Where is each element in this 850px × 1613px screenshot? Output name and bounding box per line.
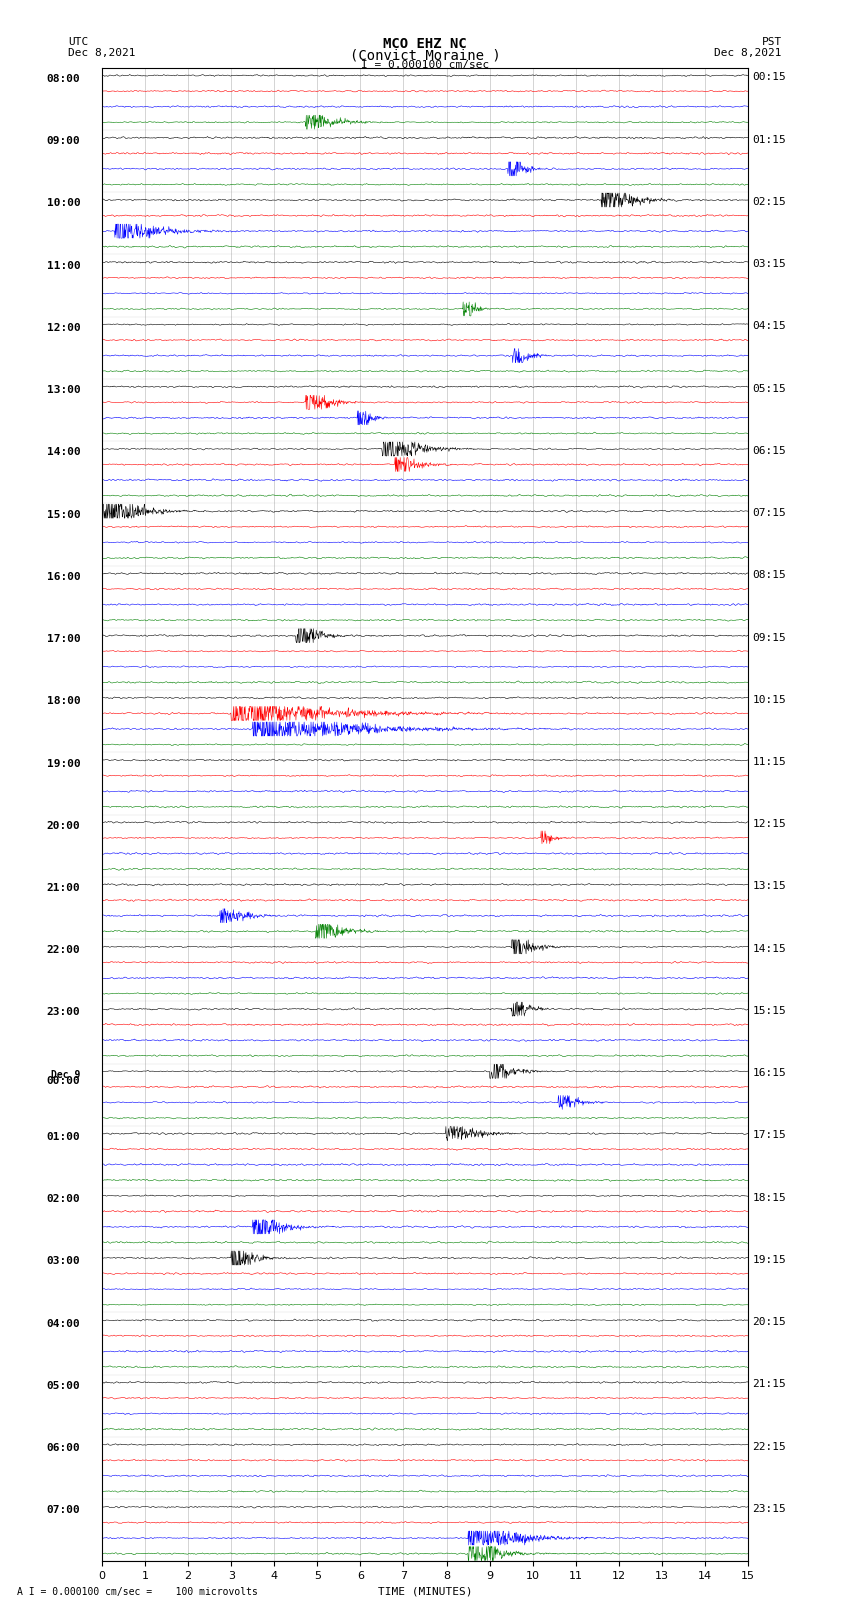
Text: 03:00: 03:00: [47, 1257, 81, 1266]
Text: 03:15: 03:15: [752, 260, 786, 269]
Text: 01:00: 01:00: [47, 1132, 81, 1142]
Text: 23:00: 23:00: [47, 1008, 81, 1018]
Text: 09:15: 09:15: [752, 632, 786, 642]
Text: Dec 8,2021: Dec 8,2021: [68, 48, 135, 58]
Text: 11:15: 11:15: [752, 756, 786, 768]
Text: 09:00: 09:00: [47, 135, 81, 147]
Text: 04:00: 04:00: [47, 1319, 81, 1329]
Text: 23:15: 23:15: [752, 1503, 786, 1515]
Text: 06:15: 06:15: [752, 445, 786, 456]
Text: 08:00: 08:00: [47, 74, 81, 84]
Text: 00:15: 00:15: [752, 73, 786, 82]
Text: 06:00: 06:00: [47, 1444, 81, 1453]
Text: 17:15: 17:15: [752, 1131, 786, 1140]
Text: 17:00: 17:00: [47, 634, 81, 644]
Text: 19:15: 19:15: [752, 1255, 786, 1265]
Text: 04:15: 04:15: [752, 321, 786, 331]
Text: Dec 9: Dec 9: [51, 1069, 81, 1079]
Text: 20:00: 20:00: [47, 821, 81, 831]
Text: 15:00: 15:00: [47, 510, 81, 519]
Text: 02:00: 02:00: [47, 1194, 81, 1205]
Text: 13:00: 13:00: [47, 386, 81, 395]
Text: 05:15: 05:15: [752, 384, 786, 394]
Text: 02:15: 02:15: [752, 197, 786, 206]
X-axis label: TIME (MINUTES): TIME (MINUTES): [377, 1587, 473, 1597]
Text: 16:00: 16:00: [47, 573, 81, 582]
Text: I = 0.000100 cm/sec: I = 0.000100 cm/sec: [361, 60, 489, 69]
Text: 15:15: 15:15: [752, 1007, 786, 1016]
Text: 07:15: 07:15: [752, 508, 786, 518]
Text: 10:00: 10:00: [47, 198, 81, 208]
Text: 21:15: 21:15: [752, 1379, 786, 1389]
Text: 05:00: 05:00: [47, 1381, 81, 1390]
Text: 22:00: 22:00: [47, 945, 81, 955]
Text: 13:15: 13:15: [752, 881, 786, 892]
Text: UTC: UTC: [68, 37, 88, 47]
Text: Dec 8,2021: Dec 8,2021: [715, 48, 782, 58]
Text: 01:15: 01:15: [752, 134, 786, 145]
Text: 16:15: 16:15: [752, 1068, 786, 1077]
Text: (Convict Moraine ): (Convict Moraine ): [349, 48, 501, 63]
Text: 12:00: 12:00: [47, 323, 81, 332]
Text: 07:00: 07:00: [47, 1505, 81, 1515]
Text: 12:15: 12:15: [752, 819, 786, 829]
Text: 22:15: 22:15: [752, 1442, 786, 1452]
Text: 00:00: 00:00: [47, 1076, 81, 1086]
Text: 20:15: 20:15: [752, 1318, 786, 1327]
Text: MCO EHZ NC: MCO EHZ NC: [383, 37, 467, 52]
Text: 11:00: 11:00: [47, 261, 81, 271]
Text: 10:15: 10:15: [752, 695, 786, 705]
Text: PST: PST: [762, 37, 782, 47]
Text: 19:00: 19:00: [47, 758, 81, 768]
Text: 18:00: 18:00: [47, 697, 81, 706]
Text: 18:15: 18:15: [752, 1192, 786, 1203]
Text: 14:15: 14:15: [752, 944, 786, 953]
Text: 08:15: 08:15: [752, 571, 786, 581]
Text: 14:00: 14:00: [47, 447, 81, 458]
Text: A I = 0.000100 cm/sec =    100 microvolts: A I = 0.000100 cm/sec = 100 microvolts: [17, 1587, 258, 1597]
Text: 21:00: 21:00: [47, 882, 81, 894]
